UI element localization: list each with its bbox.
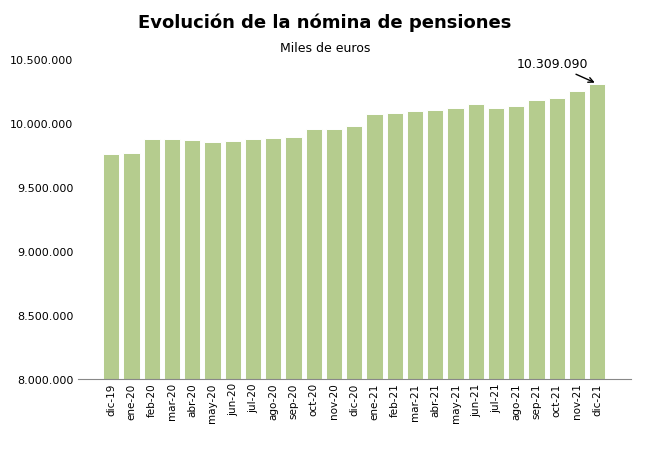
Bar [265, 139, 281, 463]
Bar [204, 142, 220, 463]
Bar [346, 126, 362, 463]
Bar [225, 142, 241, 463]
Bar [488, 108, 504, 463]
Bar [285, 138, 302, 463]
Bar [367, 115, 383, 463]
Bar [569, 92, 585, 463]
Text: Evolución de la nómina de pensiones: Evolución de la nómina de pensiones [138, 14, 512, 32]
Text: Miles de euros: Miles de euros [280, 42, 370, 55]
Bar [144, 139, 160, 463]
Bar [549, 99, 565, 463]
Bar [306, 130, 322, 463]
Bar [245, 140, 261, 463]
Bar [387, 114, 403, 463]
Bar [124, 153, 140, 463]
Bar [447, 109, 463, 463]
Text: 10.309.090: 10.309.090 [517, 58, 593, 83]
Bar [589, 85, 605, 463]
Bar [103, 155, 120, 463]
Bar [467, 105, 484, 463]
Bar [184, 141, 200, 463]
Bar [326, 130, 342, 463]
Bar [508, 107, 525, 463]
Bar [407, 112, 423, 463]
Bar [528, 101, 545, 463]
Bar [164, 139, 180, 463]
Bar [427, 110, 443, 463]
